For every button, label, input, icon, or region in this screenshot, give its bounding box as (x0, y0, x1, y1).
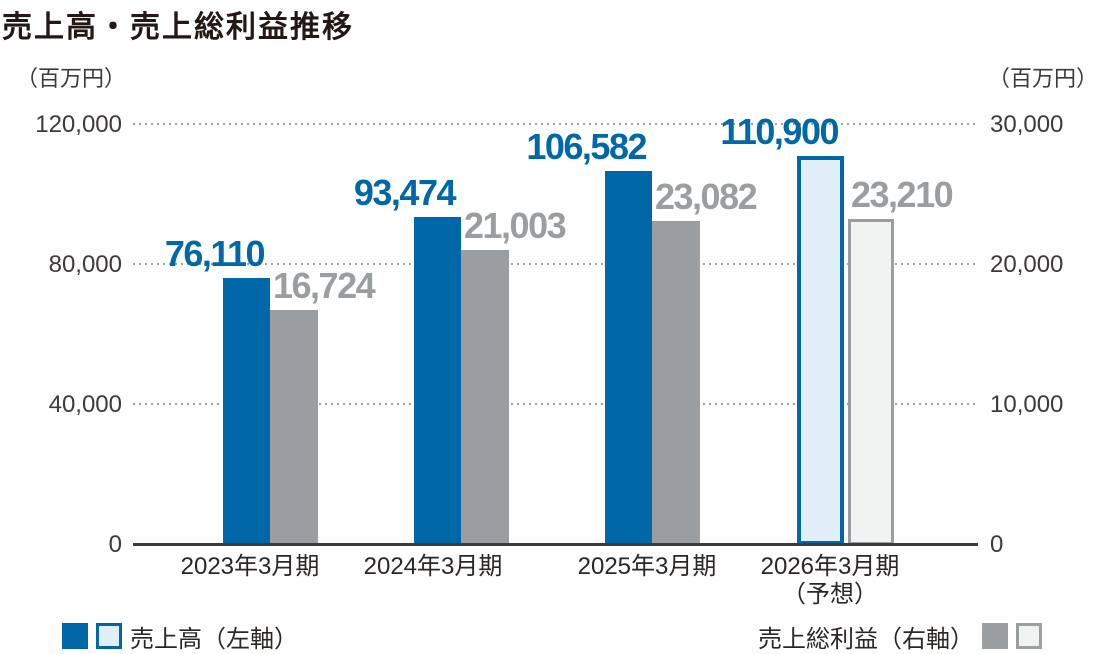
chart-title: 売上高・売上総利益推移 (2, 11, 354, 44)
value-label-revenue-0: 76,110 (164, 233, 266, 274)
value-label-revenue-3: 110,900 (720, 111, 839, 152)
legend-label-gross-profit: 売上総利益（右軸） (758, 625, 974, 653)
right-axis-tick-0: 0 (990, 531, 1004, 558)
legend-swatch-gross-profit-actual (982, 623, 1008, 649)
value-label-gross-profit-1: 21,003 (464, 205, 567, 246)
value-label-revenue-1: 93,474 (353, 172, 457, 213)
value-label-gross-profit-3: 23,210 (851, 174, 954, 215)
left-axis-tick-0: 0 (108, 531, 122, 558)
bar-gross-profit-1 (461, 250, 509, 545)
bar-revenue-1 (414, 217, 461, 545)
x-axis-label-1: 2024年3月期 (363, 553, 503, 580)
left-axis-unit: （百万円） (16, 66, 127, 91)
left-axis-tick-40000: 40,000 (48, 391, 122, 418)
x-axis-label-0: 2023年3月期 (180, 553, 320, 580)
left-axis-tick-80000: 80,000 (48, 251, 122, 278)
gridline-middle (133, 263, 978, 265)
left-axis-tick-120000: 120,000 (35, 111, 122, 138)
bar-revenue-0 (223, 278, 270, 545)
legend-swatch-revenue-actual (62, 623, 88, 649)
gridline-top (133, 123, 978, 125)
value-label-gross-profit-2: 23,082 (655, 176, 758, 217)
value-label-gross-profit-0: 16,724 (273, 265, 376, 306)
x-axis-label-2: 2025年3月期 (577, 553, 717, 580)
right-axis-tick-20000: 20,000 (990, 251, 1064, 278)
legend-gross-profit: 売上総利益（右軸） (758, 621, 1042, 653)
bar-gross-profit-3 (848, 219, 894, 545)
bar-revenue-3 (797, 156, 844, 545)
bar-gross-profit-0 (270, 310, 318, 545)
bar-gross-profit-2 (652, 221, 700, 545)
x-axis-label-3: 2026年3月期 （予想） (760, 553, 900, 608)
x-axis-label-note-3: （予想） (782, 581, 878, 608)
legend-swatch-revenue-forecast (96, 623, 122, 649)
right-axis-tick-10000: 10,000 (990, 391, 1064, 418)
x-axis-baseline (133, 543, 978, 546)
bar-revenue-2 (605, 171, 652, 545)
legend-revenue: 売上高（左軸） (62, 621, 298, 653)
right-axis-tick-30000: 30,000 (990, 111, 1064, 138)
legend-swatch-gross-profit-forecast (1016, 623, 1042, 649)
legend-label-revenue: 売上高（左軸） (130, 625, 298, 653)
right-axis-unit: （百万円） (988, 66, 1099, 91)
gridline-lower (133, 403, 978, 405)
value-label-revenue-2: 106,582 (526, 126, 647, 167)
